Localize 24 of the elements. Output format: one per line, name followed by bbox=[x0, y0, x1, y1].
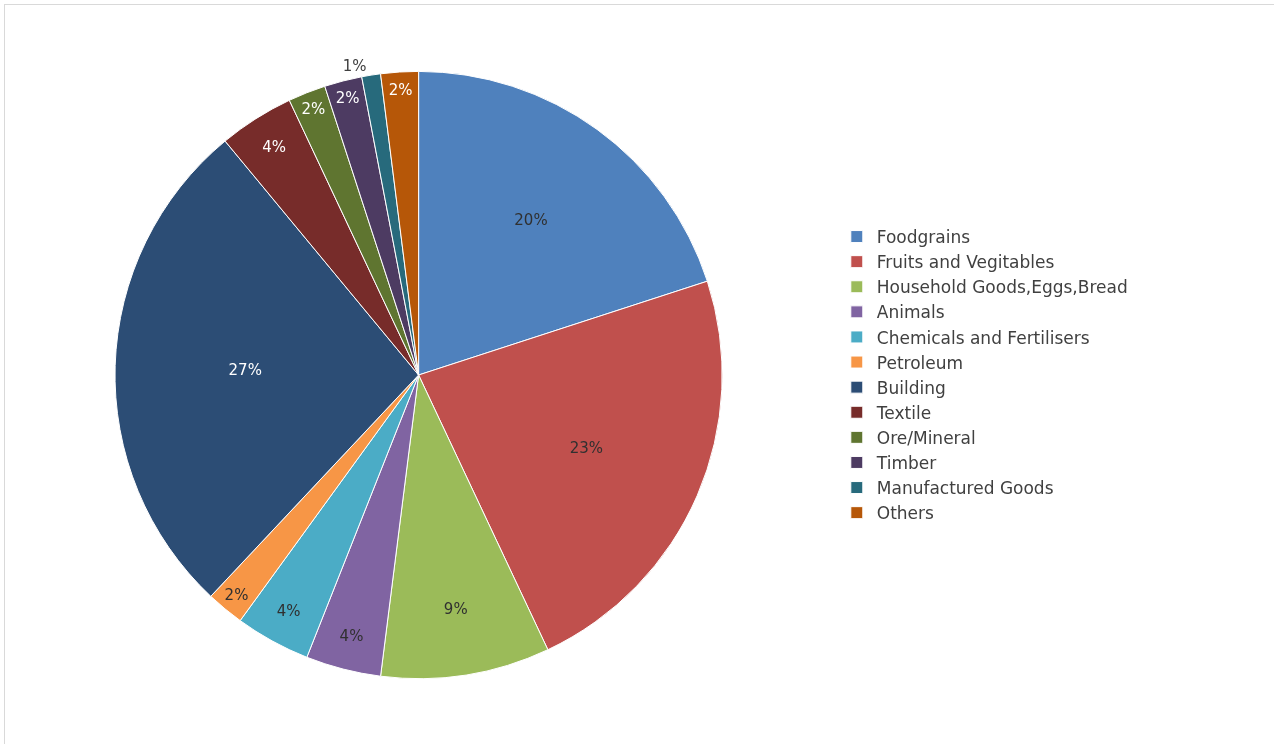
legend-label: Others bbox=[876, 503, 935, 524]
data-label: 23% bbox=[569, 438, 603, 457]
legend-label: Foodgrains bbox=[876, 227, 971, 248]
legend-label: Textile bbox=[875, 402, 932, 423]
data-label: 20% bbox=[514, 211, 548, 230]
legend-label: Chemicals and Fertilisers bbox=[876, 327, 1090, 348]
data-label: 1% bbox=[342, 57, 367, 76]
data-label: 2% bbox=[224, 586, 249, 605]
data-label: 2% bbox=[335, 89, 360, 108]
data-label: 4% bbox=[262, 138, 286, 157]
data-label: 2% bbox=[388, 80, 413, 99]
data-label: 27% bbox=[228, 360, 262, 379]
legend-label: Fruits and Vegitables bbox=[876, 252, 1055, 273]
data-label: 9% bbox=[443, 600, 468, 619]
legend-label: Manufactured Goods bbox=[876, 478, 1054, 499]
legend-label: Household Goods,Eggs,Bread bbox=[876, 277, 1128, 298]
data-label: 4% bbox=[276, 602, 301, 621]
legend-label: Building bbox=[876, 377, 946, 398]
legend-label: Animals bbox=[876, 302, 945, 323]
data-label: 2% bbox=[301, 100, 326, 119]
legend-label: Timber bbox=[875, 453, 937, 474]
legend-label: Ore/Mineral bbox=[876, 427, 976, 448]
data-label: 4% bbox=[339, 627, 364, 646]
legend-label: Petroleum bbox=[876, 352, 964, 373]
